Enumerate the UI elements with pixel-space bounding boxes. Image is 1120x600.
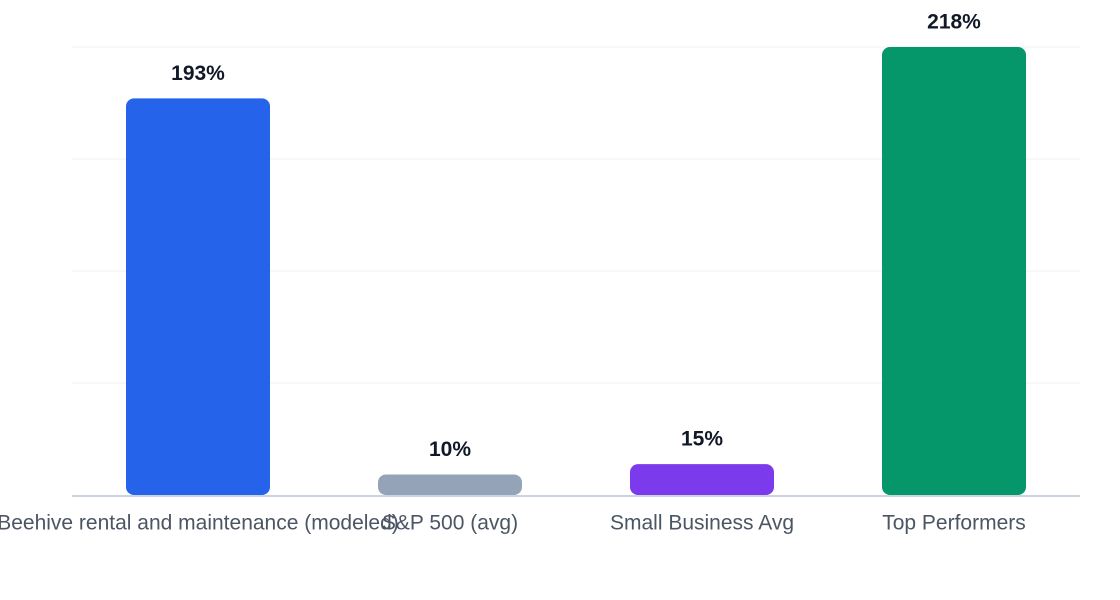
bar (882, 47, 1026, 495)
bar (126, 98, 270, 495)
x-tick-label: Small Business Avg (610, 512, 794, 535)
x-tick-label: Beehive rental and maintenance (modeled) (0, 512, 399, 535)
value-label: 10% (429, 438, 471, 461)
x-tick-label: Top Performers (882, 512, 1026, 535)
value-label: 193% (171, 62, 225, 85)
bar (378, 474, 522, 495)
bar (630, 464, 774, 495)
value-label: 15% (681, 428, 723, 451)
value-label: 218% (927, 11, 981, 34)
x-tick-label: S&P 500 (avg) (382, 512, 518, 535)
